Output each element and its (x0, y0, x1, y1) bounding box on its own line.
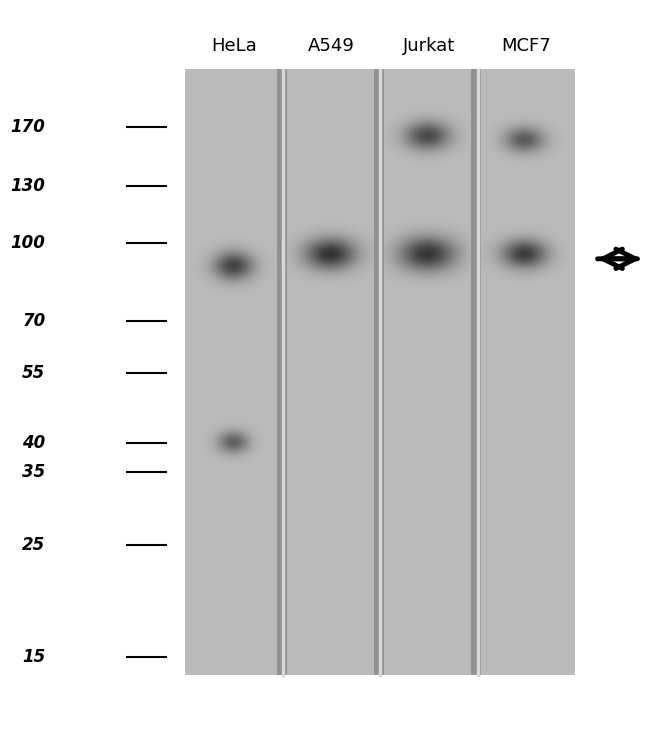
Text: 170: 170 (10, 118, 46, 137)
Text: 130: 130 (10, 177, 46, 195)
Text: 70: 70 (22, 312, 46, 330)
Text: 55: 55 (22, 364, 46, 382)
Text: 100: 100 (10, 234, 46, 252)
Text: 15: 15 (22, 648, 46, 666)
Text: Jurkat: Jurkat (403, 37, 455, 55)
Text: 35: 35 (22, 463, 46, 481)
Text: A549: A549 (308, 37, 355, 55)
Text: MCF7: MCF7 (502, 37, 551, 55)
Text: 25: 25 (22, 537, 46, 554)
Text: HeLa: HeLa (211, 37, 257, 55)
Text: 40: 40 (22, 434, 46, 452)
